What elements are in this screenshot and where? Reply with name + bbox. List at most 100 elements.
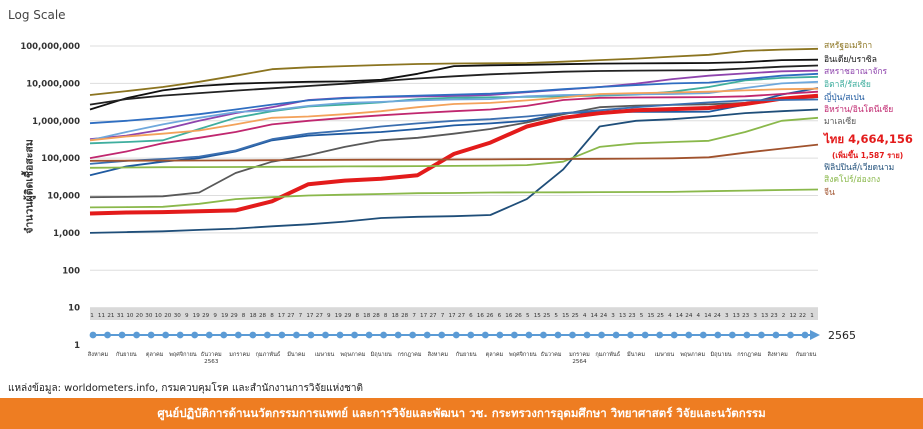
month-label: มีนาคม (627, 351, 646, 358)
timeline: 2565 สิงหาคม กันยายน ตุลาคม พฤศจิกายน ธันวาคม… (87, 329, 856, 365)
month-label: กรกฎาคม (397, 352, 421, 358)
day-tick-label: 17 (306, 313, 314, 319)
month-label: มีนาคม (287, 351, 306, 358)
timeline-dot (278, 331, 286, 339)
day-tick-label: 30 (145, 313, 153, 319)
timeline-dot (452, 331, 460, 339)
series-label: สหรัฐอเมริกา (824, 41, 872, 51)
month-label: พฤศจิกายน (169, 351, 197, 358)
month-label: กุมภาพันธ์ (256, 350, 281, 358)
day-tick-label: 17 (420, 313, 428, 319)
year-label: 2563 (204, 359, 219, 365)
y-tick-label: 1,000 (53, 229, 80, 239)
timeline-dot (685, 331, 693, 339)
day-tick-label: 18 (363, 313, 371, 319)
month-label: ธันวาคม (201, 351, 222, 358)
timeline-dot (191, 331, 199, 339)
day-tick-label: 1 (90, 313, 94, 319)
timeline-dot (89, 331, 97, 339)
timeline-arrow (810, 330, 820, 340)
timeline-dot (743, 331, 751, 339)
day-tick-label: 2 (782, 313, 786, 319)
timeline-dot (714, 331, 722, 339)
day-tick-label: 15 (647, 313, 655, 319)
series-label: มาเลเซีย (824, 116, 856, 127)
timeline-dot (467, 331, 475, 339)
day-tick-label: 14 (591, 313, 599, 319)
series-line (89, 96, 819, 199)
day-tick-label: 14 (704, 313, 712, 319)
day-tick-label: 27 (458, 313, 466, 319)
month-label: ธันวาคม (541, 351, 562, 358)
series-line (89, 188, 819, 209)
day-tick-label: 1 (810, 313, 814, 319)
day-tick-label: 6 (498, 313, 502, 319)
month-label: กันยายน (116, 351, 137, 358)
day-tick-label: 26 (515, 313, 523, 319)
month-label: กันยายน (456, 351, 477, 358)
timeline-dot (293, 331, 300, 339)
timeline-dot (670, 331, 678, 339)
timeline-dot (176, 331, 184, 339)
day-tick-label: 28 (401, 313, 409, 319)
y-tick-label: 1,000,000 (32, 117, 80, 127)
month-label: สิงหาคม (427, 351, 448, 358)
y-tick-label: 1 (74, 341, 80, 351)
month-label: กรกฎาคม (737, 352, 761, 358)
day-tick-label: 13 (761, 313, 769, 319)
y-tick-label: 100,000,000 (20, 42, 80, 52)
month-label: มกราคม (569, 352, 590, 358)
series-line (89, 47, 819, 96)
day-tick-label: 15 (562, 313, 570, 319)
day-tick-label: 18 (392, 313, 400, 319)
month-label: ตุลาคม (146, 352, 164, 358)
day-tick-label: 13 (733, 313, 741, 319)
timeline-dot (583, 331, 591, 339)
timeline-dot (220, 331, 228, 339)
month-label: พฤษภาคม (340, 352, 365, 358)
series-label: อิตาลี/รัสเซีย (824, 79, 871, 90)
series-line (89, 87, 819, 142)
series-label: ฟิลิปปินส์/เวียดนาม (824, 162, 894, 173)
timeline-dot (627, 331, 635, 339)
day-tick-label: 23 (628, 313, 636, 319)
day-tick-label: 7 (441, 313, 445, 319)
timeline-dot (365, 331, 373, 339)
timeline-dot (540, 331, 547, 339)
year-label: 2564 (572, 359, 587, 365)
chart-svg: 1 10 100 1,000 10,000 100,000 1,000,000 10,000,… (20, 41, 913, 365)
series-label: อิหร่าน/อินโดนีเซีย (824, 104, 893, 115)
month-label: สิงหาคม (87, 351, 108, 358)
day-tick-label: 23 (771, 313, 779, 319)
timeline-dot (133, 331, 140, 339)
series-line (89, 69, 819, 141)
day-tick-label: 27 (429, 313, 437, 319)
day-tick-label: 7 (412, 313, 416, 319)
series-label: อินเดีย/บราซิล (824, 54, 877, 65)
timeline-dot (772, 331, 780, 339)
timeline-dot (510, 331, 518, 339)
day-tick-label: 24 (600, 313, 608, 319)
day-tick-label: 23 (742, 313, 750, 319)
day-tick-label: 4 (697, 313, 701, 319)
timeline-dot (787, 331, 794, 339)
day-tick-label: 12 (789, 313, 796, 319)
month-label: มิถุนายน (710, 351, 732, 358)
day-tick-label: 8 (270, 313, 274, 319)
day-tick-label: 11 (98, 313, 106, 319)
series-line (89, 93, 819, 216)
day-tick-label: 10 (126, 313, 134, 319)
month-label: พฤษภาคม (680, 352, 705, 358)
month-label: กุมภาพันธ์ (595, 350, 620, 358)
day-tick-label: 5 (526, 313, 530, 319)
timeline-dot (525, 331, 533, 339)
timeline-dot (394, 331, 402, 339)
timeline-dot (699, 331, 707, 339)
timeline-dot (758, 331, 765, 339)
day-tick-label: 8 (384, 313, 388, 319)
y-tick-label: 10,000,000 (26, 79, 80, 89)
series-line (89, 75, 819, 145)
timeline-dot (104, 331, 111, 339)
day-tick-label: 20 (136, 313, 144, 319)
timeline-dot (162, 331, 170, 339)
